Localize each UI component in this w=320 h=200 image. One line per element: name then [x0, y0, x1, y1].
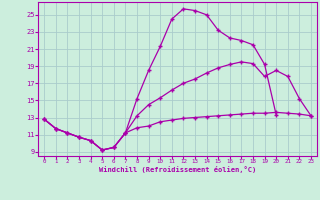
- X-axis label: Windchill (Refroidissement éolien,°C): Windchill (Refroidissement éolien,°C): [99, 166, 256, 173]
